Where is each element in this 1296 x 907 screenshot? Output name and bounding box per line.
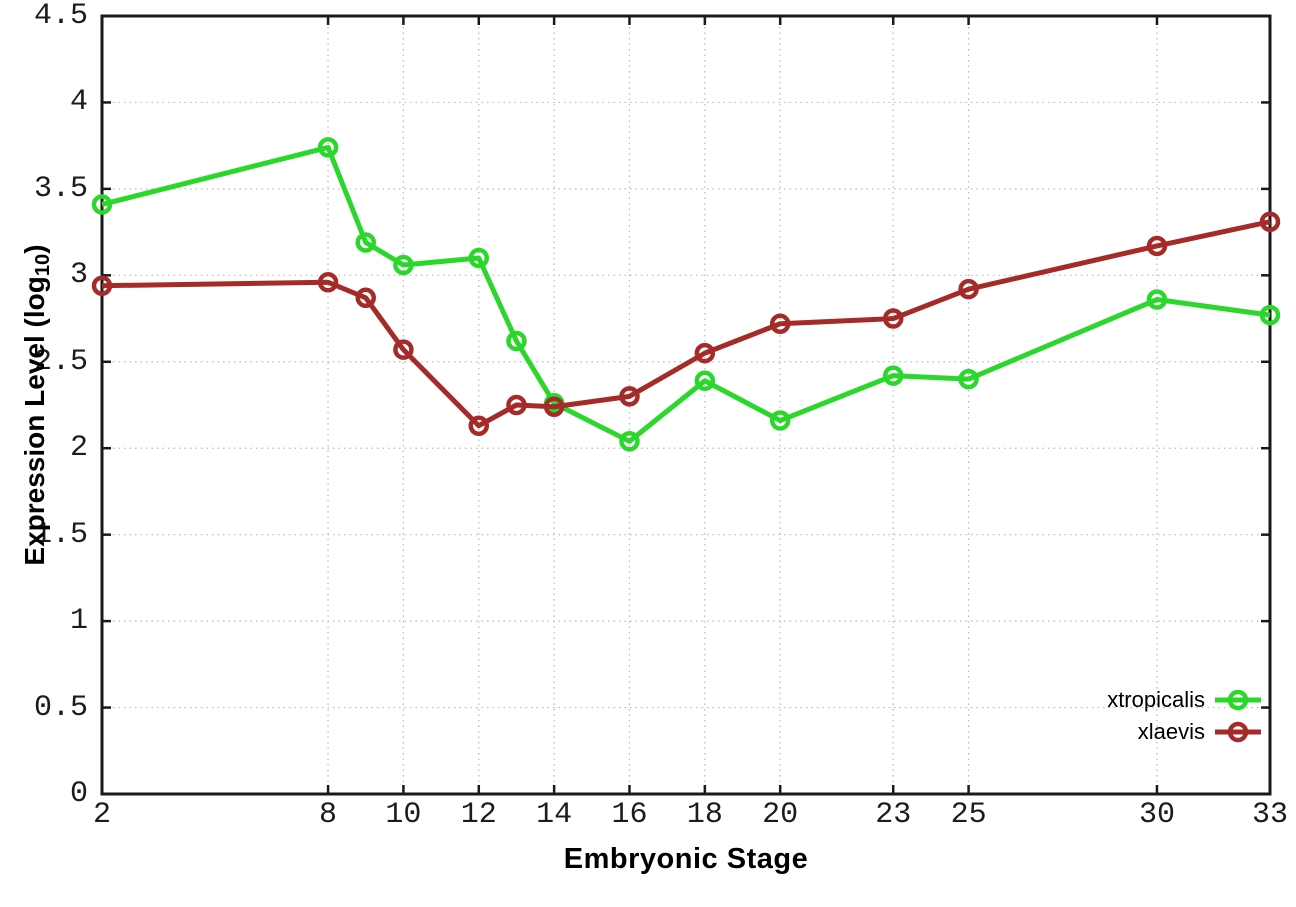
data-point-xlaevis — [882, 308, 904, 329]
y-tick-label: 1.5 — [33, 517, 88, 552]
data-point-xlaevis — [393, 339, 414, 360]
x-tick-label: 23 — [875, 798, 912, 832]
data-point-xlaevis — [91, 275, 113, 296]
data-point-xlaevis — [769, 313, 791, 334]
plot-border — [100, 14, 1272, 796]
x-tick-label: 12 — [460, 798, 497, 832]
data-point-xtropicalis — [393, 254, 414, 276]
data-point-xtropicalis — [468, 247, 490, 269]
data-point-xlaevis — [694, 342, 716, 364]
y-axis-title-close: ) — [18, 244, 50, 254]
legend-marker-xlaevis — [1215, 721, 1261, 743]
y-tick-label: 2 — [69, 431, 88, 466]
data-point-xtropicalis — [769, 410, 791, 431]
data-point-xlaevis — [619, 386, 640, 407]
x-tick-label: 8 — [319, 798, 338, 832]
y-axis-title-subscript: 10 — [32, 253, 55, 277]
data-point-xtropicalis — [355, 232, 376, 253]
legend-item-xlaevis: xlaevis — [1107, 716, 1262, 748]
series-line-xlaevis — [101, 219, 1271, 429]
data-point-xlaevis — [543, 396, 565, 417]
x-tick-label: 20 — [762, 798, 799, 832]
x-axis-title: Embryonic Stage — [563, 843, 809, 875]
series-line-xtropicalis — [101, 144, 1271, 444]
legend-marker-xtropicalis — [1215, 689, 1261, 711]
data-point-xtropicalis — [619, 431, 640, 452]
data-point-xlaevis — [468, 415, 490, 436]
legend-label-xlaevis: xlaevis — [1137, 719, 1205, 744]
x-tick-label: 2 — [92, 798, 111, 832]
data-point-xtropicalis — [91, 194, 113, 215]
x-tick-label: 33 — [1251, 798, 1288, 832]
data-point-xtropicalis — [1259, 304, 1281, 326]
data-point-xtropicalis — [882, 365, 904, 386]
y-tick-label: 0 — [69, 777, 88, 811]
data-point-xlaevis — [958, 278, 979, 300]
x-tick-label: 10 — [385, 798, 422, 832]
data-point-xlaevis — [1259, 211, 1281, 232]
x-tick-label: 16 — [611, 798, 648, 832]
x-tick-label: 18 — [686, 798, 723, 832]
data-point-xtropicalis — [694, 370, 716, 392]
x-tick-label: 25 — [950, 798, 987, 832]
y-tick-label: 2.5 — [33, 344, 88, 379]
data-point-xtropicalis — [958, 368, 979, 390]
data-point-xlaevis — [506, 394, 527, 416]
y-tick-label: 1 — [69, 604, 88, 639]
legend-item-xtropicalis: xtropicalis — [1107, 684, 1262, 716]
y-tick-label: 0.5 — [33, 690, 88, 725]
y-axis-title-text: Expression Level (log — [18, 276, 50, 566]
x-tick-label: 14 — [536, 798, 573, 832]
legend: xtropicalis xlaevis — [1107, 684, 1262, 748]
data-point-xtropicalis — [317, 137, 339, 158]
data-point-xlaevis — [355, 287, 376, 309]
data-point-xlaevis — [1146, 235, 1168, 257]
y-tick-label: 3.5 — [33, 171, 88, 206]
legend-label-xtropicalis: xtropicalis — [1107, 687, 1205, 712]
data-point-xlaevis — [317, 271, 339, 293]
data-point-xtropicalis — [1146, 289, 1168, 310]
y-axis-title: Expression Level (log10) — [19, 244, 55, 565]
x-tick-label: 30 — [1138, 798, 1175, 832]
y-tick-label: 4 — [69, 85, 88, 120]
y-tick-label: 3 — [69, 258, 88, 293]
data-point-xtropicalis — [506, 330, 527, 352]
y-tick-label: 4.5 — [33, 0, 88, 33]
